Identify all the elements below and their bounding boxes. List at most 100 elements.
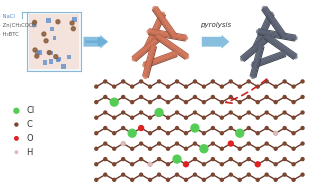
Circle shape <box>301 111 304 114</box>
Circle shape <box>220 163 223 166</box>
Circle shape <box>203 116 206 119</box>
Circle shape <box>149 178 152 181</box>
Circle shape <box>158 95 161 98</box>
Circle shape <box>203 147 206 150</box>
Text: C: C <box>26 120 32 129</box>
Bar <box>48 51 53 55</box>
Circle shape <box>176 80 179 83</box>
Circle shape <box>265 127 268 129</box>
Bar <box>42 60 47 65</box>
Circle shape <box>140 173 143 176</box>
Circle shape <box>167 101 170 104</box>
Circle shape <box>229 127 232 129</box>
Circle shape <box>149 116 152 119</box>
Circle shape <box>104 142 107 145</box>
Circle shape <box>247 111 250 114</box>
Circle shape <box>247 80 250 83</box>
Circle shape <box>15 137 18 140</box>
Circle shape <box>191 124 199 132</box>
Circle shape <box>194 142 197 145</box>
Circle shape <box>229 142 232 145</box>
Circle shape <box>203 101 206 104</box>
Circle shape <box>149 101 152 104</box>
Bar <box>67 55 71 59</box>
Circle shape <box>283 142 286 145</box>
Circle shape <box>292 85 295 88</box>
Circle shape <box>292 163 295 166</box>
Circle shape <box>247 173 250 176</box>
Circle shape <box>236 129 244 137</box>
Bar <box>72 17 77 22</box>
Circle shape <box>95 178 98 181</box>
Circle shape <box>229 158 232 161</box>
Circle shape <box>104 127 107 129</box>
Circle shape <box>301 80 304 83</box>
Circle shape <box>128 129 136 137</box>
Polygon shape <box>29 14 79 69</box>
Circle shape <box>238 101 241 104</box>
Circle shape <box>140 158 143 161</box>
Circle shape <box>211 111 214 114</box>
FancyArrow shape <box>83 35 108 49</box>
Circle shape <box>185 85 188 88</box>
Circle shape <box>167 85 170 88</box>
Circle shape <box>131 132 134 135</box>
Circle shape <box>131 101 134 104</box>
Circle shape <box>158 173 161 176</box>
Circle shape <box>176 127 179 129</box>
Circle shape <box>131 116 134 119</box>
Circle shape <box>256 101 259 104</box>
Circle shape <box>104 80 107 83</box>
Circle shape <box>113 163 116 166</box>
Circle shape <box>265 173 268 176</box>
Circle shape <box>149 147 152 150</box>
Circle shape <box>176 158 179 161</box>
Circle shape <box>113 85 116 88</box>
Circle shape <box>301 127 304 129</box>
Circle shape <box>274 178 277 181</box>
Circle shape <box>203 132 206 135</box>
Circle shape <box>95 101 98 104</box>
Bar <box>53 36 56 40</box>
Circle shape <box>292 147 295 150</box>
Bar <box>57 57 60 61</box>
Circle shape <box>140 111 143 114</box>
Circle shape <box>194 173 197 176</box>
Circle shape <box>238 85 241 88</box>
Circle shape <box>131 85 134 88</box>
Circle shape <box>301 142 304 145</box>
Circle shape <box>185 147 188 150</box>
Circle shape <box>229 111 232 114</box>
Circle shape <box>70 21 74 25</box>
Circle shape <box>155 108 163 116</box>
Circle shape <box>185 163 188 166</box>
Circle shape <box>256 132 259 135</box>
Circle shape <box>301 95 304 98</box>
Circle shape <box>274 147 277 150</box>
Circle shape <box>95 147 98 150</box>
Circle shape <box>173 155 181 163</box>
Circle shape <box>15 151 18 153</box>
Circle shape <box>265 158 268 161</box>
Circle shape <box>283 111 286 114</box>
Bar <box>36 51 40 55</box>
Circle shape <box>256 178 259 181</box>
Circle shape <box>255 162 260 167</box>
Circle shape <box>176 173 179 176</box>
Circle shape <box>220 132 223 135</box>
Text: Cl: Cl <box>26 106 35 115</box>
Circle shape <box>122 111 125 114</box>
Circle shape <box>220 178 223 181</box>
Circle shape <box>301 158 304 161</box>
Circle shape <box>211 173 214 176</box>
Circle shape <box>121 142 125 146</box>
Circle shape <box>95 163 98 166</box>
Circle shape <box>167 163 170 166</box>
Circle shape <box>238 116 241 119</box>
Circle shape <box>220 101 223 104</box>
Text: • Zn(CH₂COO)₂: • Zn(CH₂COO)₂ <box>0 23 37 28</box>
Circle shape <box>256 163 259 166</box>
Circle shape <box>167 147 170 150</box>
Circle shape <box>176 142 179 145</box>
Circle shape <box>247 95 250 98</box>
